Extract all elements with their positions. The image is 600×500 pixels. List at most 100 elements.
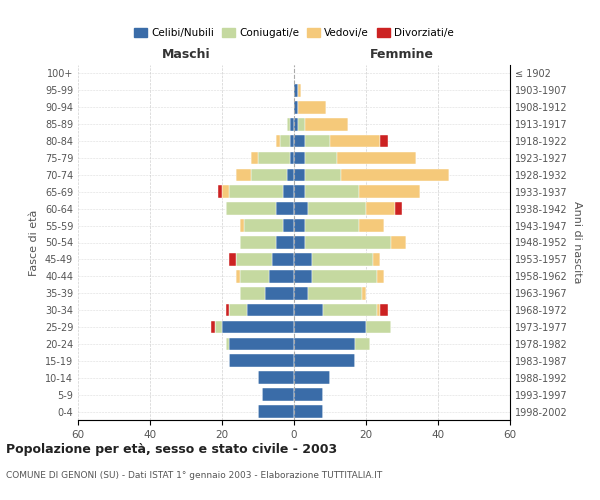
Bar xyxy=(265,287,294,300)
Bar xyxy=(269,270,294,282)
Bar xyxy=(283,186,294,198)
Bar xyxy=(287,118,290,130)
Bar xyxy=(258,405,294,418)
Bar xyxy=(323,304,377,316)
Bar xyxy=(236,270,240,282)
Bar xyxy=(240,270,269,282)
Bar xyxy=(240,236,276,249)
Bar xyxy=(312,253,373,266)
Text: Maschi: Maschi xyxy=(161,48,211,61)
Bar xyxy=(294,236,305,249)
Bar xyxy=(294,338,355,350)
Bar xyxy=(312,270,377,282)
Text: Popolazione per età, sesso e stato civile - 2003: Popolazione per età, sesso e stato civil… xyxy=(6,442,337,456)
Y-axis label: Fasce di età: Fasce di età xyxy=(29,210,39,276)
Bar xyxy=(229,304,247,316)
Bar xyxy=(229,186,283,198)
Bar xyxy=(395,202,402,215)
Bar xyxy=(218,186,222,198)
Bar xyxy=(276,202,294,215)
Bar xyxy=(294,134,305,147)
Bar xyxy=(229,253,236,266)
Bar xyxy=(359,220,384,232)
Bar xyxy=(377,304,380,316)
Bar xyxy=(222,186,229,198)
Bar xyxy=(294,287,308,300)
Bar xyxy=(236,168,251,181)
Bar xyxy=(305,220,359,232)
Bar xyxy=(272,253,294,266)
Bar xyxy=(215,320,222,334)
Bar xyxy=(247,304,294,316)
Bar xyxy=(290,134,294,147)
Bar xyxy=(298,101,326,114)
Bar xyxy=(294,405,323,418)
Bar xyxy=(287,168,294,181)
Bar xyxy=(305,118,348,130)
Bar xyxy=(294,220,305,232)
Bar xyxy=(251,152,258,164)
Bar xyxy=(294,202,308,215)
Bar xyxy=(362,287,366,300)
Bar xyxy=(240,287,265,300)
Bar xyxy=(294,152,305,164)
Bar xyxy=(290,152,294,164)
Bar xyxy=(305,168,341,181)
Bar xyxy=(359,186,420,198)
Bar xyxy=(391,236,406,249)
Bar xyxy=(294,304,323,316)
Bar xyxy=(294,84,298,96)
Bar xyxy=(290,118,294,130)
Bar xyxy=(276,236,294,249)
Bar xyxy=(244,220,283,232)
Bar xyxy=(240,220,244,232)
Text: COMUNE DI GENONI (SU) - Dati ISTAT 1° gennaio 2003 - Elaborazione TUTTITALIA.IT: COMUNE DI GENONI (SU) - Dati ISTAT 1° ge… xyxy=(6,470,382,480)
Bar xyxy=(294,320,366,334)
Bar xyxy=(308,287,362,300)
Bar xyxy=(305,186,359,198)
Bar xyxy=(337,152,416,164)
Bar xyxy=(305,152,337,164)
Bar xyxy=(211,320,215,334)
Bar xyxy=(377,270,384,282)
Bar xyxy=(294,372,330,384)
Bar xyxy=(373,253,380,266)
Bar xyxy=(229,354,294,367)
Bar xyxy=(283,220,294,232)
Legend: Celibi/Nubili, Coniugati/e, Vedovi/e, Divorziati/e: Celibi/Nubili, Coniugati/e, Vedovi/e, Di… xyxy=(130,24,458,42)
Bar xyxy=(294,118,298,130)
Text: Femmine: Femmine xyxy=(370,48,434,61)
Bar xyxy=(305,134,330,147)
Bar xyxy=(276,134,280,147)
Bar xyxy=(229,338,294,350)
Bar xyxy=(258,372,294,384)
Bar xyxy=(280,134,290,147)
Bar xyxy=(294,186,305,198)
Bar xyxy=(298,84,301,96)
Bar xyxy=(294,270,312,282)
Bar xyxy=(226,304,229,316)
Bar xyxy=(355,338,370,350)
Bar xyxy=(366,202,395,215)
Bar xyxy=(308,202,366,215)
Bar xyxy=(251,168,287,181)
Bar xyxy=(305,236,391,249)
Bar xyxy=(380,304,388,316)
Bar xyxy=(380,134,388,147)
Bar xyxy=(236,253,272,266)
Bar xyxy=(262,388,294,401)
Bar xyxy=(341,168,449,181)
Bar xyxy=(294,101,298,114)
Bar xyxy=(226,338,229,350)
Bar xyxy=(226,202,276,215)
Bar xyxy=(294,253,312,266)
Bar xyxy=(294,168,305,181)
Bar xyxy=(258,152,290,164)
Bar xyxy=(330,134,380,147)
Bar xyxy=(294,388,323,401)
Bar xyxy=(294,354,355,367)
Bar xyxy=(222,320,294,334)
Bar xyxy=(298,118,305,130)
Bar xyxy=(366,320,391,334)
Y-axis label: Anni di nascita: Anni di nascita xyxy=(572,201,581,284)
